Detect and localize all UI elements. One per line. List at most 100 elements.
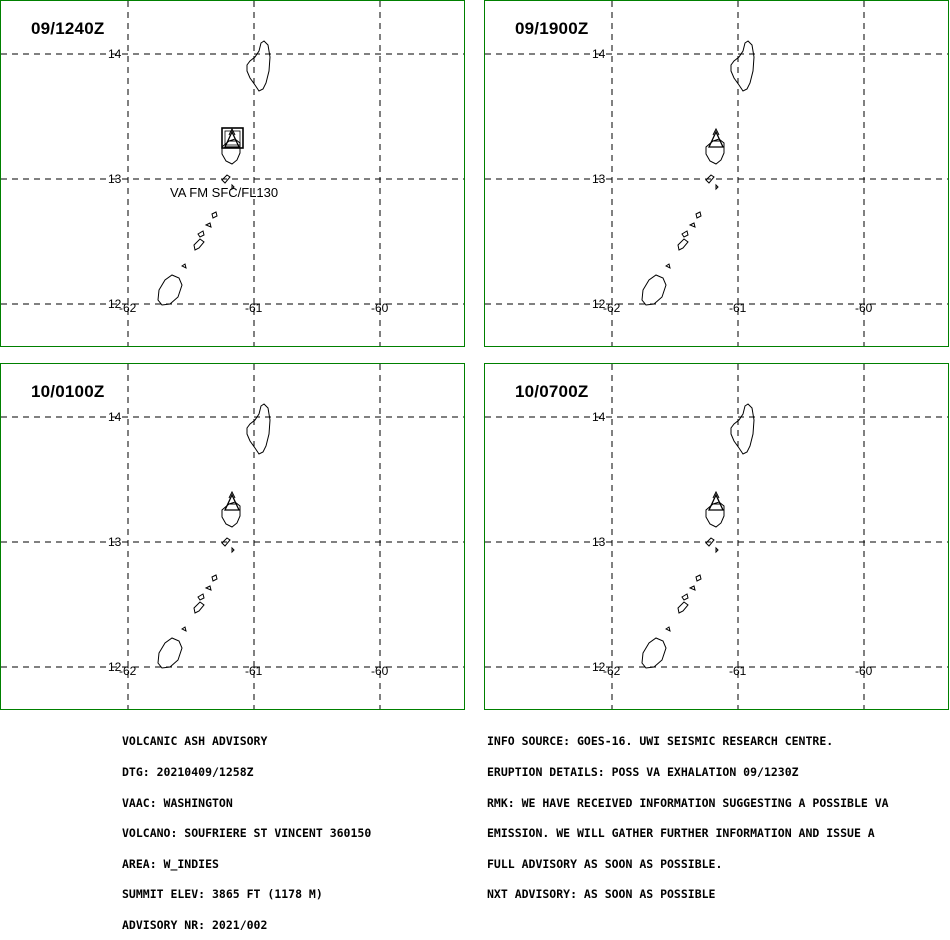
volcano-plume — [228, 490, 236, 499]
longitude-label: -60 — [855, 301, 873, 315]
island-bequia — [221, 537, 231, 547]
volcano-plume — [712, 127, 720, 136]
latitude-label: 13 — [108, 535, 122, 549]
volcano-icon — [707, 490, 725, 511]
ash-annotation: VA FM SFC/FL130 — [170, 185, 278, 200]
island-grenadine-b — [211, 211, 218, 219]
longitude-label: -61 — [245, 664, 263, 678]
volcano-triangle — [223, 130, 241, 148]
advisory-line: FULL ADVISORY AS SOON AS POSSIBLE. — [487, 856, 723, 871]
island-small — [665, 626, 671, 632]
advisory-line: VOLCANO: SOUFRIERE ST VINCENT 360150 — [122, 826, 372, 841]
panel-time: 10/0100Z — [31, 382, 105, 401]
island-bequia — [705, 174, 715, 184]
volcano-icon — [707, 127, 725, 148]
advisory-line: INFO SOURCE: GOES-16. UWI SEISMIC RESEAR… — [487, 734, 834, 749]
panel-time: 09/1900Z — [515, 19, 589, 38]
advisory-right-block: INFO SOURCE: GOES-16. UWI SEISMIC RESEAR… — [487, 716, 889, 910]
longitude-label: -62 — [119, 301, 137, 315]
advisory-line: ERUPTION DETAILS: POSS VA EXHALATION 09/… — [487, 765, 799, 779]
advisory-line: RMK: WE HAVE RECEIVED INFORMATION SUGGES… — [487, 795, 889, 810]
panel-time: 10/0700Z — [515, 382, 589, 401]
island-st-lucia — [730, 40, 755, 92]
island-st-lucia — [246, 40, 271, 92]
island-grenadine-a — [231, 546, 235, 554]
island-st-vincent — [221, 501, 241, 528]
island-bequia — [221, 174, 231, 184]
volcano-plume — [712, 490, 720, 499]
island-carriacou — [677, 601, 689, 614]
ash-area-box-inner — [224, 130, 241, 146]
latitude-label: 12 — [108, 297, 122, 311]
longitude-label: -60 — [371, 664, 389, 678]
island-grenadine-c — [204, 585, 212, 591]
island-carriacou — [193, 238, 205, 251]
advisory-line: SUMMIT ELEV: 3865 FT (1178 M) — [122, 887, 323, 902]
advisory-left-block: VOLCANIC ASH ADVISORY DTG: 20210409/1258… — [122, 716, 371, 940]
advisory-line: VOLCANIC ASH ADVISORY — [122, 734, 268, 749]
island-grenadine-b — [695, 211, 702, 219]
map-canvas: 14 13 12-62 -61 -60 VA FM SFC/FL130 — [1, 1, 464, 346]
latitude-label: 14 — [592, 47, 606, 61]
latitude-label: 13 — [108, 172, 122, 186]
island-st-vincent — [221, 138, 241, 165]
longitude-label: -62 — [603, 301, 621, 315]
longitude-label: -61 — [729, 664, 747, 678]
island-grenadine-b — [211, 574, 218, 582]
latitude-label: 13 — [592, 535, 606, 549]
map-panel-2: 14 13 12 -62 -61 -60 09/1900Z — [484, 0, 949, 347]
latitude-label: 12 — [108, 660, 122, 674]
island-grenadine-a — [715, 546, 719, 554]
island-small — [181, 263, 187, 269]
advisory-line: VAAC: WASHINGTON — [122, 795, 233, 810]
latitude-label: 14 — [108, 47, 122, 61]
island-carriacou — [677, 238, 689, 251]
map-canvas: 14 13 12-62 -61 -60 — [485, 1, 948, 346]
latitude-label: 14 — [592, 410, 606, 424]
island-grenadine-d — [681, 230, 689, 238]
longitude-label: -60 — [371, 301, 389, 315]
volcano-icon — [223, 127, 241, 148]
volcano-triangle — [707, 493, 725, 511]
island-st-vincent — [705, 501, 725, 528]
longitude-label: -61 — [729, 301, 747, 315]
island-st-lucia — [246, 403, 271, 455]
island-grenadine-a — [231, 183, 235, 191]
latitude-label: 12 — [592, 660, 606, 674]
island-grenadine-a — [715, 183, 719, 191]
island-grenadine-c — [688, 222, 696, 228]
map-panel-1: 14 13 12 -62 -61 -60 VA FM SFC/FL130 09/1240Z — [0, 0, 465, 347]
island-carriacou — [193, 601, 205, 614]
island-grenadine-b — [695, 574, 702, 582]
latitude-label: 14 — [108, 410, 122, 424]
map-panel-4: 14 13 12 -62 -61 -60 10/0700Z — [484, 363, 949, 710]
ash-area-box — [221, 127, 244, 149]
island-small — [665, 263, 671, 269]
advisory-line: NXT ADVISORY: AS SOON AS POSSIBLE — [487, 887, 716, 902]
advisory-line: DTG: 20210409/1258Z — [122, 765, 254, 779]
island-grenada — [641, 637, 667, 669]
island-grenadine-c — [204, 222, 212, 228]
advisory-line: EMISSION. WE WILL GATHER FURTHER INFORMA… — [487, 826, 875, 841]
advisory-line: AREA: W_INDIES — [122, 856, 219, 871]
advisory-line: ADVISORY NR: 2021/002 — [122, 917, 268, 932]
volcano-triangle — [223, 493, 241, 511]
volcano-plume — [228, 127, 236, 136]
island-st-vincent — [705, 138, 725, 165]
island-grenada — [157, 274, 183, 306]
longitude-label: -62 — [603, 664, 621, 678]
island-grenadine-d — [681, 593, 689, 601]
island-bequia — [705, 537, 715, 547]
island-grenadine-d — [197, 593, 205, 601]
island-grenada — [157, 637, 183, 669]
map-canvas: 14 13 12-62 -61 -60 — [485, 364, 948, 709]
volcano-triangle — [707, 130, 725, 148]
latitude-label: 12 — [592, 297, 606, 311]
island-grenadine-d — [197, 230, 205, 238]
volcano-icon — [223, 490, 241, 511]
island-grenada — [641, 274, 667, 306]
latitude-label: 13 — [592, 172, 606, 186]
panel-time: 09/1240Z — [31, 19, 105, 38]
map-canvas: 14 13 12-62 -61 -60 — [1, 364, 464, 709]
longitude-label: -62 — [119, 664, 137, 678]
